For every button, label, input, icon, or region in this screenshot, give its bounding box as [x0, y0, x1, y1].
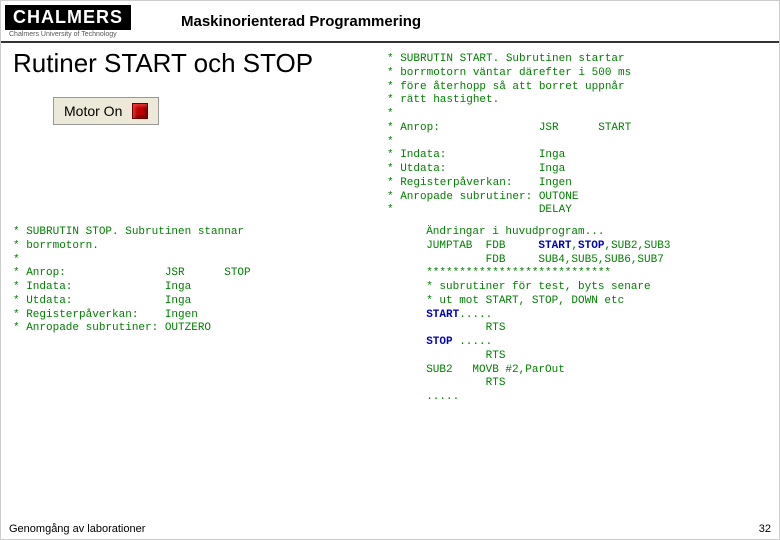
bottom-left: * SUBRUTIN STOP. Subrutinen stannar * bo… — [13, 226, 393, 405]
header: CHALMERS Chalmers University of Technolo… — [1, 1, 779, 43]
code-line: * Utdata: Inga — [13, 295, 191, 307]
code-line: * SUBRUTIN STOP. Subrutinen stannar — [13, 226, 244, 238]
code-seg: ..... — [453, 336, 493, 348]
code-line: * före återhopp så att borret uppnår — [387, 81, 625, 93]
page-number: 32 — [759, 523, 771, 535]
course-title: Maskinorienterad Programmering — [181, 13, 421, 30]
code-line: * borrmotorn väntar därefter i 500 ms — [387, 67, 631, 79]
code-line: * SUBRUTIN START. Subrutinen startar — [387, 53, 625, 65]
code-line: * subrutiner för test, byts senare — [413, 281, 651, 293]
code-seg: ..... — [459, 309, 492, 321]
code-stop: * SUBRUTIN STOP. Subrutinen stannar * bo… — [13, 226, 393, 336]
code-line: FDB SUB4,SUB5,SUB6,SUB7 — [413, 254, 664, 266]
code-line: * Indata: Inga — [13, 281, 191, 293]
kw-start: START — [538, 240, 571, 252]
code-changes: Ändringar i huvudprogram... JUMPTAB FDB … — [413, 226, 767, 405]
code-line: * Indata: Inga — [387, 149, 565, 161]
motor-label: Motor On — [64, 103, 122, 119]
code-line: * Registerpåverkan: Ingen — [13, 309, 198, 321]
code-line: ..... — [413, 391, 459, 403]
code-line: * — [387, 108, 394, 120]
kw-start2: START — [413, 309, 459, 321]
code-seg: JUMPTAB FDB — [413, 240, 538, 252]
logo-block: CHALMERS Chalmers University of Technolo… — [5, 5, 131, 38]
footer-left: Genomgång av laborationer — [9, 523, 145, 535]
left-column: Rutiner START och STOP Motor On — [13, 49, 383, 218]
logo: CHALMERS — [5, 5, 131, 30]
code-line: RTS — [413, 350, 505, 362]
code-line: * rätt hastighet. — [387, 94, 499, 106]
code-line: SUB2 MOVB #2,ParOut — [413, 364, 565, 376]
code-line: RTS — [413, 322, 505, 334]
code-line: * Registerpåverkan: Ingen — [387, 177, 572, 189]
code-line: * Anropade subrutiner: OUTONE — [387, 191, 578, 203]
bottom-right: Ändringar i huvudprogram... JUMPTAB FDB … — [393, 226, 767, 405]
code-line: * ut mot START, STOP, DOWN etc — [413, 295, 624, 307]
motor-on-widget: Motor On — [53, 97, 159, 125]
code-line: * — [387, 136, 394, 148]
code-start: * SUBRUTIN START. Subrutinen startar * b… — [387, 53, 767, 218]
logo-subtitle: Chalmers University of Technology — [5, 31, 131, 38]
code-line: * Anrop: JSR START — [387, 122, 631, 134]
code-line: Ändringar i huvudprogram... — [413, 226, 604, 238]
code-line: * Utdata: Inga — [387, 163, 565, 175]
code-line: * DELAY — [387, 204, 572, 216]
slide-title: Rutiner START och STOP — [13, 49, 383, 79]
code-line: **************************** — [413, 267, 611, 279]
motor-led-icon — [132, 103, 148, 119]
right-column: * SUBRUTIN START. Subrutinen startar * b… — [383, 49, 767, 218]
code-line: * Anropade subrutiner: OUTZERO — [13, 322, 211, 334]
kw-stop: STOP — [578, 240, 604, 252]
bottom-row: * SUBRUTIN STOP. Subrutinen stannar * bo… — [1, 218, 779, 405]
main-row: Rutiner START och STOP Motor On * SUBRUT… — [1, 43, 779, 218]
kw-stop2: STOP — [413, 336, 453, 348]
code-line: * Anrop: JSR STOP — [13, 267, 251, 279]
code-seg: ,SUB2,SUB3 — [604, 240, 670, 252]
code-line: * borrmotorn. — [13, 240, 99, 252]
footer: Genomgång av laborationer 32 — [9, 523, 771, 535]
code-line: RTS — [413, 377, 505, 389]
code-line: * — [13, 254, 20, 266]
